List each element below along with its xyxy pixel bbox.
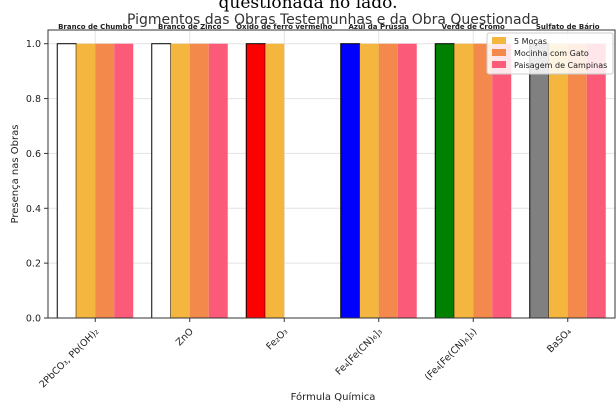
category-name-label: Verde de Cromo <box>442 23 505 31</box>
bar-series-0 <box>76 43 96 318</box>
bar-questioned <box>529 43 550 319</box>
bar-questioned <box>151 43 172 319</box>
legend-swatch <box>492 37 506 44</box>
x-tick-label: Fe₄[Fe(CN)₆]₃ <box>334 326 385 377</box>
bar-series-0 <box>359 43 379 318</box>
bar-series-2 <box>114 43 134 318</box>
category-name-label: Azul da Prússia <box>348 23 409 31</box>
bar-series-1 <box>473 43 493 318</box>
bar-series-0 <box>454 43 474 318</box>
chart-title: Pigmentos das Obras Testemunhas e da Obr… <box>127 12 539 28</box>
x-axis-label: Fórmula Química <box>291 391 376 403</box>
legend-box <box>486 32 614 75</box>
bar-series-2 <box>492 43 512 318</box>
plot-frame <box>47 29 616 319</box>
cropped-caption: questionada no lado. <box>218 0 397 13</box>
legend: 5 Moças Mocinha com Gato Paisagem de Campi… <box>486 32 614 75</box>
bar-series-1 <box>378 43 398 318</box>
category-name-label: Sulfato de Bário <box>536 23 600 31</box>
bar-series-0 <box>548 43 568 318</box>
y-tick-label: 0.2 <box>26 259 41 270</box>
bar-questioned <box>56 43 77 319</box>
x-tick-label: Fe₂O₃ <box>264 326 290 352</box>
bar-series-1 <box>567 43 587 318</box>
x-tick-label: (Fe₄[Fe(CN)₆]₃) <box>423 326 480 383</box>
bar-series-0 <box>170 43 190 318</box>
y-tick-label: 0.4 <box>26 204 41 215</box>
category-name-label: Óxido de ferro vermelho <box>236 22 332 31</box>
x-axis-ticks: 2PbCO₃, Pb(OH)₂ ZnO Fe₂O₃ Fe₄[Fe(CN)₆]₃ (Fe₄… <box>37 318 574 390</box>
legend-swatch <box>492 49 506 56</box>
y-tick-label: 0.8 <box>26 94 41 105</box>
category-name-label: Branco de Zinco <box>158 23 222 31</box>
legend-label: 5 Moças <box>514 37 547 46</box>
bar-series-0 <box>265 43 285 318</box>
y-tick-label: 0.0 <box>26 314 41 325</box>
bar-questioned <box>434 43 455 319</box>
bar-questioned <box>340 43 361 319</box>
y-axis-ticks: 0.0 0.2 0.4 0.6 0.8 1.0 <box>26 39 48 325</box>
category-name-label: Branco de Chumbo <box>58 23 132 31</box>
bar-series-1 <box>95 43 115 318</box>
bar-questioned <box>245 43 266 319</box>
legend-label: Mocinha com Gato <box>514 49 589 58</box>
category-names: Branco de Chumbo Branco de Zinco Óxido de … <box>58 22 600 31</box>
y-axis-label: Presença nas Obras <box>10 125 21 224</box>
legend-label: Paisagem de Campinas <box>514 61 607 70</box>
x-tick-label: ZnO <box>174 326 196 348</box>
x-tick-label: BaSO₄ <box>545 326 574 355</box>
y-tick-label: 0.6 <box>26 149 41 160</box>
bar-series-2 <box>208 43 228 318</box>
bar-series-2 <box>586 43 606 318</box>
bar-series-1 <box>189 43 209 318</box>
y-tick-label: 1.0 <box>26 39 41 50</box>
legend-swatch <box>492 61 506 68</box>
bars <box>56 43 606 319</box>
x-tick-label: 2PbCO₃, Pb(OH)₂ <box>37 326 101 390</box>
bar-series-2 <box>397 43 417 318</box>
